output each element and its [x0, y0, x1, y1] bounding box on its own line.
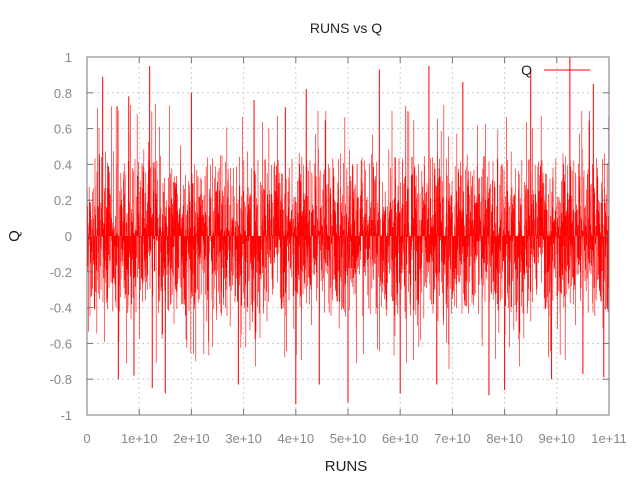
- ticks: 0 1e+10 2e+10 3e+10 4e+10 5e+10 6e+10 7e+10 8e+1…: [50, 50, 627, 446]
- y-axis-label: Q: [6, 230, 23, 242]
- x-tick-label: 1e+10: [121, 431, 158, 446]
- y-tick-label: -0.4: [50, 301, 72, 316]
- y-tick-label: 0.8: [54, 86, 72, 101]
- x-tick-label: 9e+10: [539, 431, 576, 446]
- y-tick-label: 0.6: [54, 122, 72, 137]
- y-tick-label: 0: [65, 229, 72, 244]
- x-tick-label: 5e+10: [330, 431, 367, 446]
- chart-title: RUNS vs Q: [310, 20, 382, 36]
- y-tick-label: 0.2: [54, 193, 72, 208]
- x-tick-label: 2e+10: [173, 431, 210, 446]
- x-tick-label: 4e+10: [278, 431, 315, 446]
- x-tick-label: 0: [83, 431, 90, 446]
- series-q: [86, 57, 610, 405]
- x-tick-label: 3e+10: [225, 431, 262, 446]
- x-tick-label: 1e+11: [591, 431, 627, 446]
- y-tick-label: -0.2: [50, 265, 72, 280]
- legend-label-q: Q: [521, 62, 532, 78]
- y-tick-label: -0.8: [50, 372, 72, 387]
- x-axis-label: RUNS: [325, 458, 368, 475]
- y-tick-label: -0.6: [50, 336, 72, 351]
- y-tick-label: -1: [60, 408, 72, 423]
- x-tick-label: 6e+10: [382, 431, 419, 446]
- y-tick-label: 1: [65, 50, 72, 65]
- x-tick-label: 7e+10: [434, 431, 471, 446]
- y-tick-label: 0.4: [54, 157, 72, 172]
- legend: Q: [521, 62, 590, 78]
- x-tick-label: 8e+10: [486, 431, 523, 446]
